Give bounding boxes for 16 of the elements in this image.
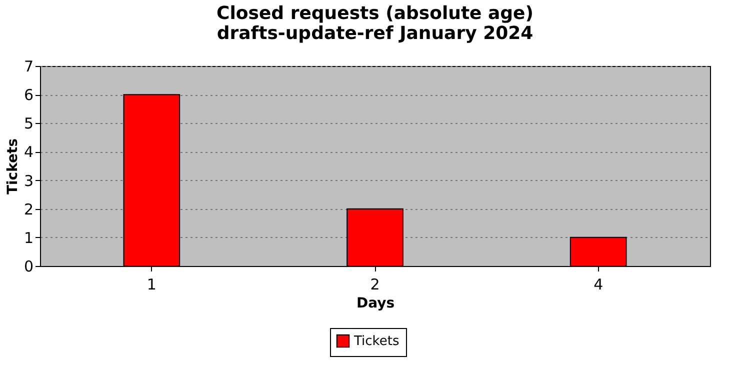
y-axis-title: Tickets bbox=[4, 138, 21, 195]
y-tick-label: 0 bbox=[24, 258, 34, 276]
y-tick-label: 2 bbox=[24, 200, 34, 218]
y-tick-label: 5 bbox=[24, 114, 34, 133]
x-tick-label: 4 bbox=[594, 276, 604, 294]
x-axis-title: Days bbox=[356, 296, 395, 312]
y-tick-label: 6 bbox=[24, 86, 34, 104]
x-tick-label: 2 bbox=[370, 276, 380, 294]
text: Closed requests (absolute age) bbox=[216, 3, 534, 24]
text: drafts-update-ref January 2024 bbox=[216, 23, 534, 44]
x-tick-label: 1 bbox=[146, 276, 156, 294]
y-tick-label: 3 bbox=[24, 172, 34, 190]
y-tick-label: 1 bbox=[24, 228, 34, 247]
y-tick-label: 7 bbox=[24, 58, 34, 76]
legend-label: Tickets bbox=[353, 334, 400, 349]
y-tick-label: 4 bbox=[24, 143, 34, 162]
